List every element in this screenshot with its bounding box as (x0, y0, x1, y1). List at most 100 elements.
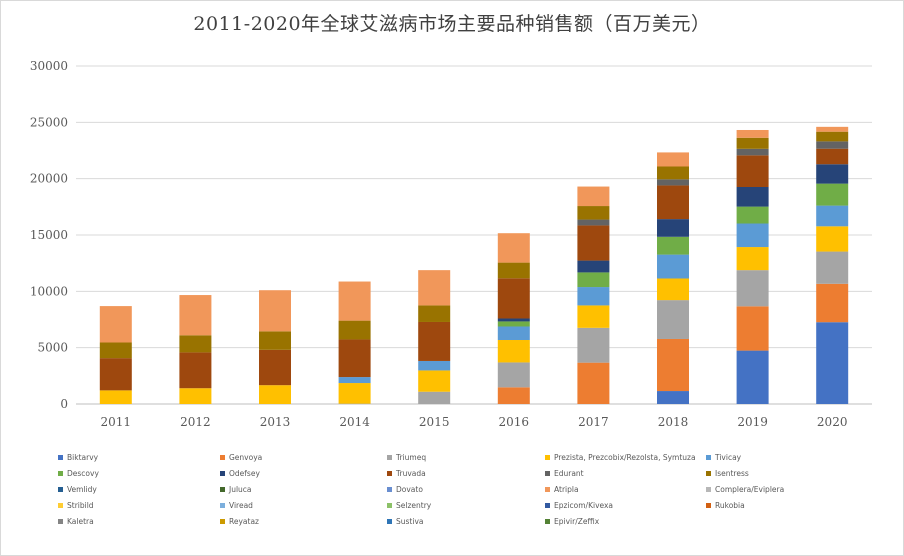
x-tick-label: 2017 (578, 415, 609, 429)
legend-swatch (58, 471, 63, 476)
legend-swatch (220, 503, 225, 508)
bar-segment (577, 287, 610, 306)
chart-title: 2011-2020年全球艾滋病市场主要品种销售额（百万美元） (193, 13, 711, 35)
x-tick-label: 2013 (260, 415, 291, 429)
bar-segment (736, 270, 769, 307)
legend-label: Juluca (229, 485, 252, 494)
y-tick-label: 25000 (30, 115, 68, 129)
bar-segment (816, 205, 849, 227)
legend-item: Rukobia (706, 501, 745, 510)
bar-segment (497, 387, 530, 404)
bar-segment (179, 352, 212, 389)
bar-segment (497, 278, 530, 319)
bar-segment (497, 326, 530, 341)
bar-segment (657, 278, 689, 301)
legend-label: Truvada (396, 469, 426, 478)
bar-segment (338, 377, 371, 384)
bar-segment (816, 164, 849, 184)
x-tick-label: 2016 (499, 415, 530, 429)
y-tick-label: 10000 (30, 284, 68, 298)
legend-swatch (58, 503, 63, 508)
legend-label: Triumeq (396, 453, 427, 462)
bar-segment (497, 340, 530, 363)
bar-segment (497, 362, 530, 388)
legend-swatch (387, 455, 392, 460)
bar-segment (577, 206, 610, 220)
legend-item: Dovato (387, 485, 423, 494)
legend-item: Biktarvy (58, 453, 98, 462)
bar-segment (418, 360, 451, 371)
legend-label: Rukobia (715, 501, 745, 510)
legend-label: Edurant (554, 469, 584, 478)
legend-item: Edurant (545, 469, 584, 478)
bar-segment (736, 350, 769, 404)
bar-segment (816, 183, 849, 206)
legend-label: Viread (229, 501, 253, 510)
bar-segment (179, 335, 212, 353)
legend-item: Viread (220, 501, 253, 510)
legend-swatch (706, 455, 711, 460)
bar-segment (99, 342, 132, 359)
legend-label: Isentress (715, 469, 749, 478)
bar-segment (816, 322, 849, 404)
bar-segment (338, 281, 371, 321)
legend-item: Kaletra (58, 517, 94, 526)
bar-segment (736, 148, 769, 156)
bar-segment (259, 349, 291, 386)
y-tick-label: 5000 (37, 341, 68, 355)
bar-segment (736, 206, 769, 224)
legend-item: Tivicay (706, 453, 741, 462)
legend-label: Genvoya (229, 453, 263, 462)
legend-label: Selzentry (396, 501, 432, 510)
legend-item: Isentress (706, 469, 749, 478)
legend-label: Tivicay (715, 453, 742, 462)
legend-label: Sustiva (396, 517, 424, 526)
legend-item: Reyataz (220, 517, 259, 526)
bar-segment (577, 219, 610, 226)
bar-segment (577, 186, 610, 207)
legend-swatch (545, 503, 550, 508)
bar-segment (418, 391, 451, 404)
x-tick-label: 2015 (419, 415, 450, 429)
bar-segment (497, 318, 530, 322)
legend-item: Stribild (58, 501, 94, 510)
legend-label: Prezista, Prezcobix/Rezolsta, Symtuza (554, 453, 696, 462)
bar-segment (736, 187, 769, 207)
bar-segment (259, 385, 291, 404)
legend-item: Sustiva (387, 517, 423, 526)
legend-swatch (706, 471, 711, 476)
bar-segment (418, 305, 451, 322)
bar-segment (736, 155, 769, 188)
legend-swatch (545, 487, 550, 492)
legend-item: Complera/Eviplera (706, 485, 784, 494)
bar-segment (338, 339, 371, 378)
legend-swatch (387, 519, 392, 524)
bar-segment (736, 129, 769, 138)
legend-label: Stribild (67, 501, 94, 510)
legend-label: Dovato (396, 485, 423, 494)
bar-segment (577, 272, 610, 288)
bar-segment (577, 305, 610, 328)
bar-segment (259, 331, 291, 350)
legend-item: Triumeq (387, 453, 426, 462)
bar-segment (497, 262, 530, 279)
bar-segment (657, 152, 689, 167)
bar-segment (657, 236, 689, 255)
legend-label: Biktarvy (67, 453, 99, 462)
legend-item: Vemlidy (58, 485, 97, 494)
legend-item: Atripla (545, 485, 579, 494)
legend-swatch (706, 503, 711, 508)
bar-segment (577, 260, 610, 273)
legend-item: Genvoya (220, 453, 262, 462)
legend-swatch (58, 455, 63, 460)
x-tick-label: 2014 (339, 415, 370, 429)
bar-segment (736, 247, 769, 271)
x-tick-label: 2019 (737, 415, 768, 429)
bar-segment (497, 321, 530, 327)
bar-segment (657, 300, 689, 339)
bar-segment (418, 270, 451, 306)
legend-label: Complera/Eviplera (715, 485, 785, 494)
legend-swatch (387, 503, 392, 508)
bar-segment (816, 141, 849, 149)
